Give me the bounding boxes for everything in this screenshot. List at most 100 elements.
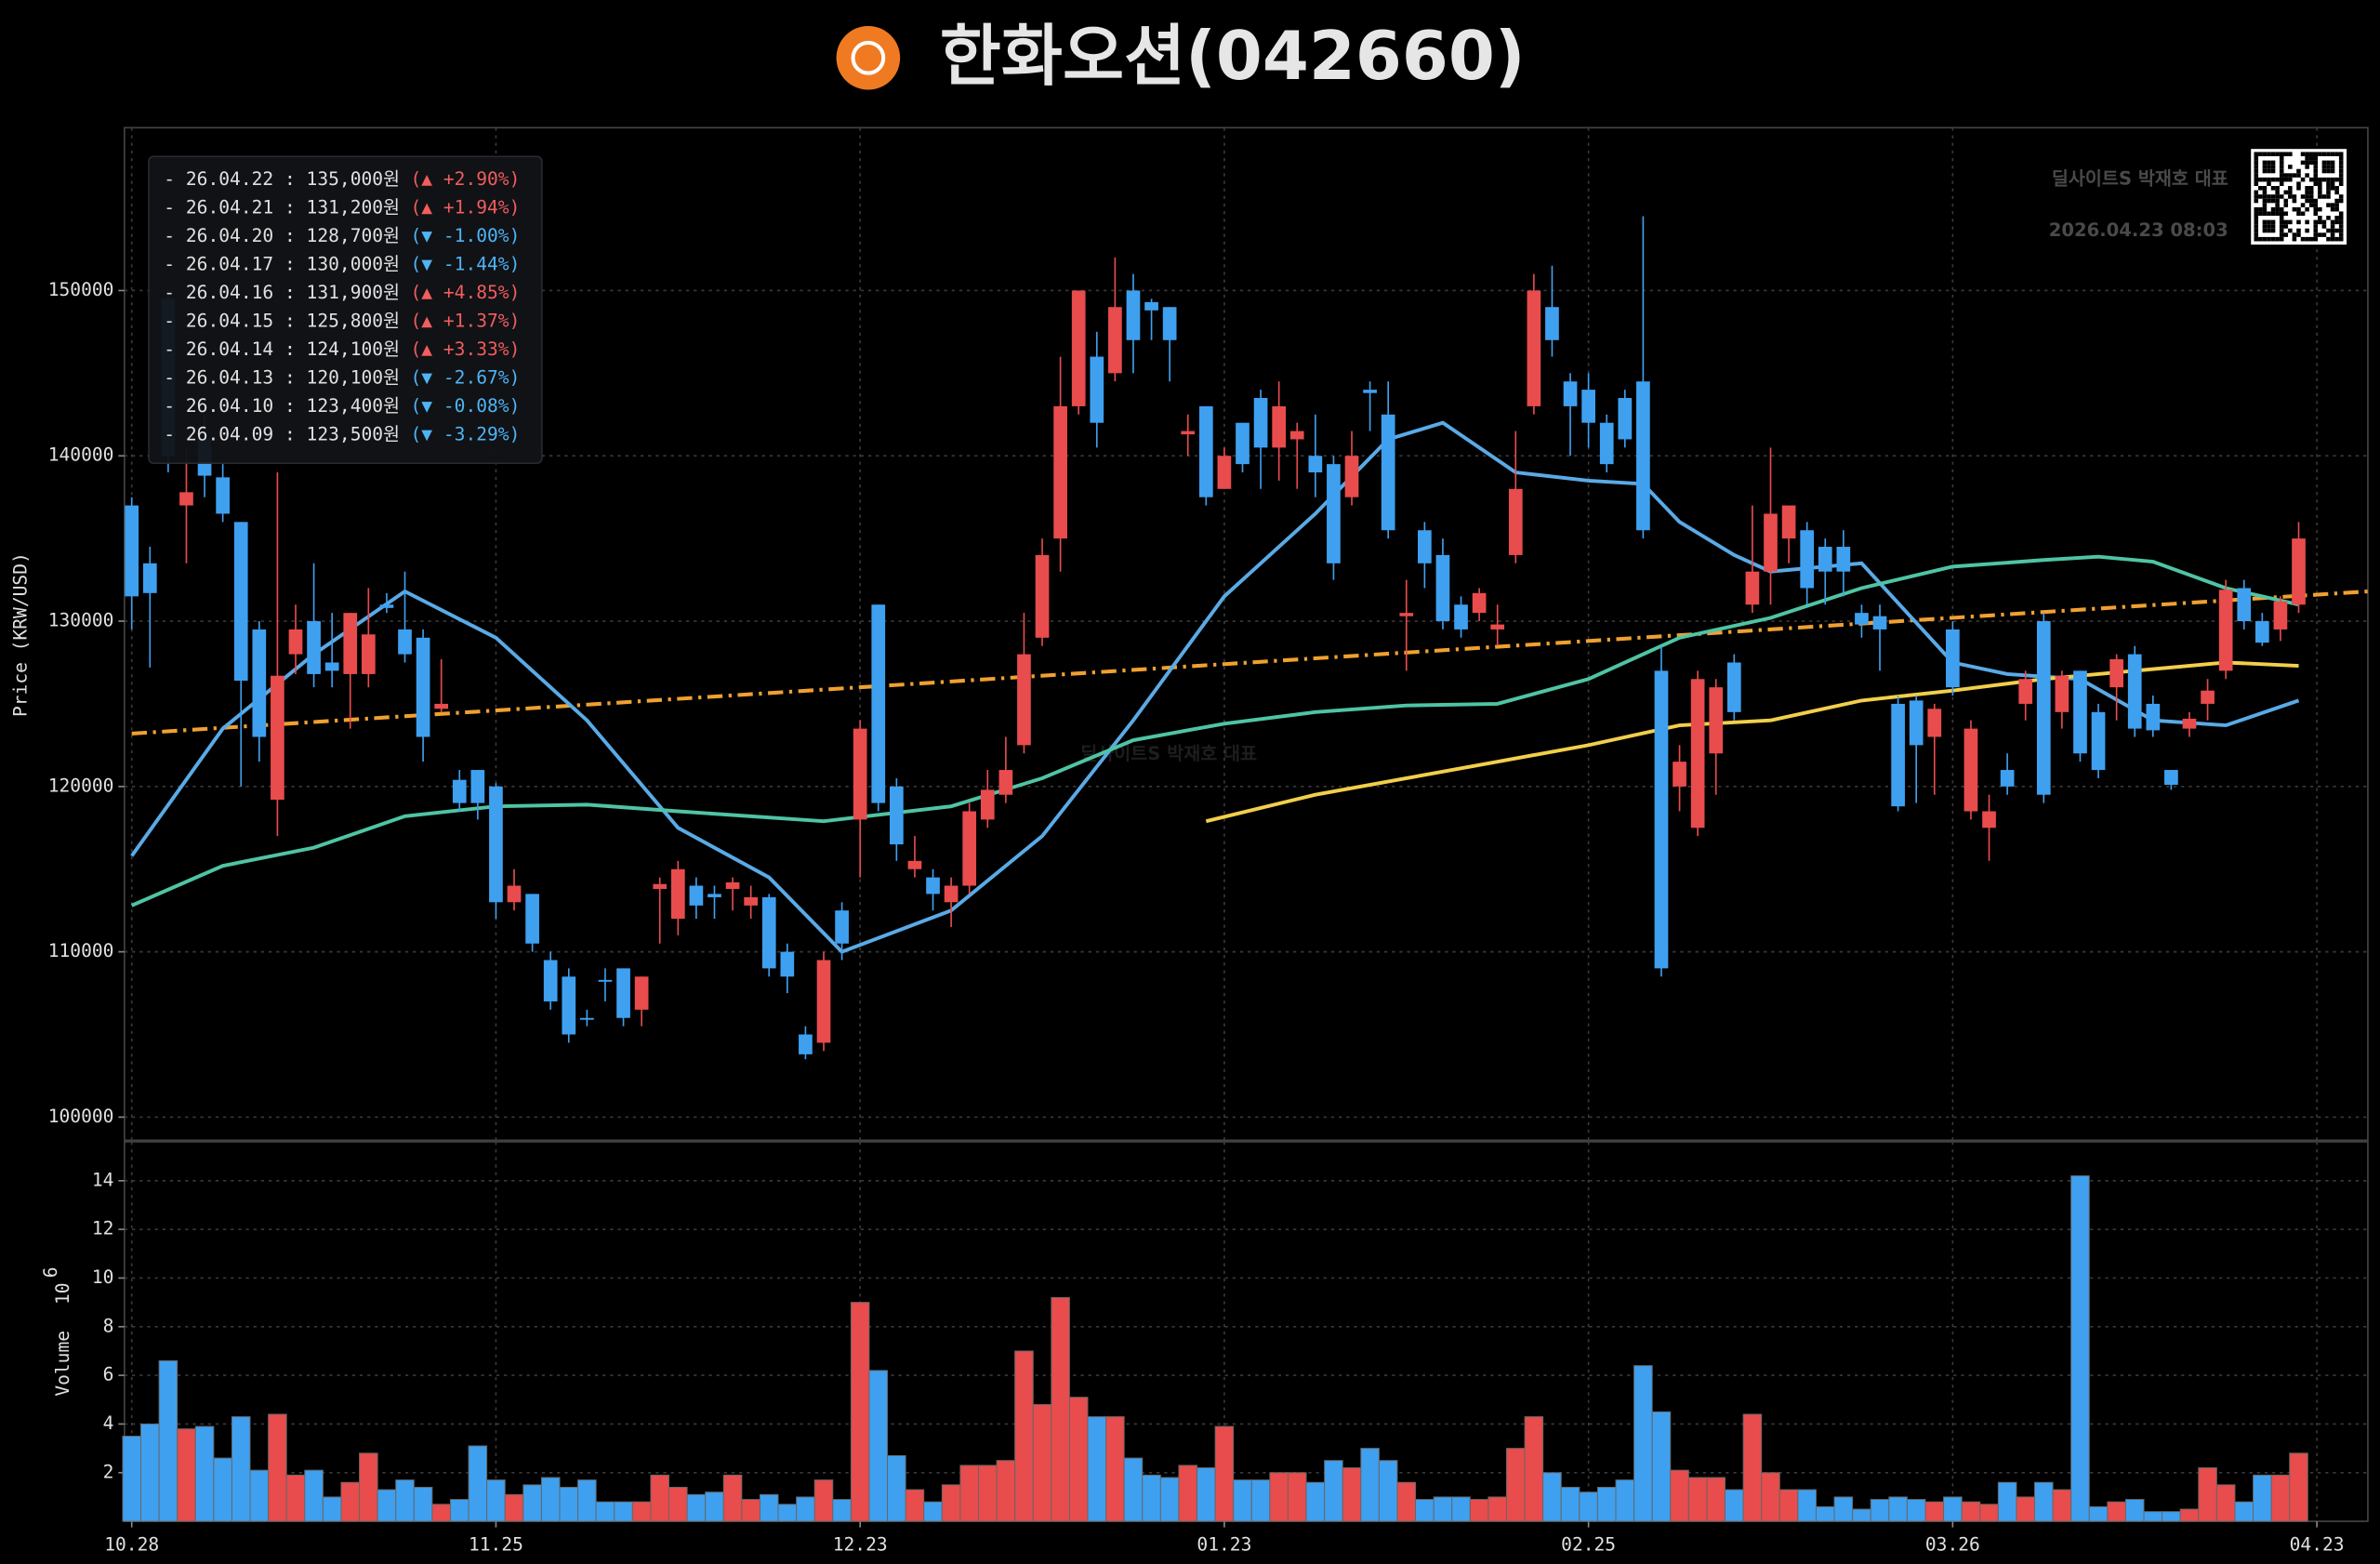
volume-bar [2143,1511,2163,1522]
volume-bar [650,1474,670,1522]
volume-bar [1197,1467,1216,1522]
candle-body [343,613,358,674]
qr-cell [2279,232,2284,237]
legend-text: - 26.04.21 : 131,200원 [164,196,400,218]
candle-body [1017,654,1031,746]
qr-cell [2279,181,2284,187]
qr-cell [2313,156,2319,161]
candle-body [1308,456,1323,473]
candle-body [1162,307,1177,340]
volume-bar [850,1302,870,1522]
qr-cell [2258,177,2263,182]
volume-bar [813,1479,834,1522]
legend-change: (▲ +1.94%) [411,196,521,218]
qr-cell [2283,190,2289,195]
volume-bar [868,1370,889,1522]
volume-bar [1888,1496,1908,1522]
qr-cell [2267,194,2271,199]
volume-bar [668,1486,688,1522]
qr-cell [2334,186,2339,191]
candle-body [1818,547,1832,572]
qr-cell [2338,181,2344,187]
candle-body [944,885,959,903]
qr-cell [2308,152,2314,157]
volume-bar [1797,1489,1817,1522]
qr-cell [2296,173,2301,178]
volume-bar [595,1501,615,1522]
volume-bar [1524,1416,1544,1522]
volume-bar [722,1474,743,1522]
candle-body [889,786,904,845]
candle-body [1909,700,1924,746]
volume-bar [1305,1481,1326,1522]
qr-cell [2338,228,2344,233]
volume-bar [1924,1501,1945,1522]
candle-body [1726,662,1741,712]
qr-cell [2330,203,2335,207]
volume-bar [1542,1472,1562,1522]
candle-body [2146,703,2161,731]
candle-body [871,604,886,803]
legend-text: - 26.04.17 : 130,000원 [164,253,400,274]
candle-body [252,629,267,737]
qr-cell [2300,203,2306,207]
qr-cell [2262,203,2268,207]
qr-cell [2338,216,2344,220]
candle-body [2055,675,2069,712]
volume-bar [1451,1496,1471,1522]
volume-bar [905,1489,925,1522]
qr-cell [2338,211,2344,217]
qr-cell [2296,211,2301,217]
qr-cell [2338,219,2344,225]
volume-bar [122,1436,141,1522]
x-tick-label: 03.26 [1925,1534,1980,1556]
legend-entry: - 26.04.16 : 131,900원 (▲ +4.85%) [164,281,520,302]
qr-cell [2270,152,2276,157]
qr-cell [2300,236,2306,242]
volume-bar [832,1499,852,1522]
candle-body [816,960,831,1043]
candle-body [1946,629,1960,688]
qr-cell [2300,152,2306,157]
qr-cell [2254,232,2259,237]
candle-body [962,811,977,886]
candle-body [434,703,449,709]
qr-cell [2279,224,2284,229]
volume-bar [559,1486,579,1522]
candle-body [980,789,995,820]
qr-cell [2296,168,2301,174]
qr-cell [2254,156,2259,161]
qr-cell [2326,236,2331,242]
candle-body [2109,658,2123,688]
qr-cell [2254,206,2259,212]
qr-cell [2283,173,2289,178]
volume-bar [395,1479,415,1522]
legend-change: (▼ -2.67%) [411,366,521,388]
qr-cell [2288,173,2293,178]
candle-body [1745,571,1760,605]
candle-body [2073,670,2087,754]
candle-body [125,505,139,597]
qr-cell [2270,228,2276,233]
legend-entry: - 26.04.20 : 128,700원 (▼ -1.00%) [164,224,520,245]
candle-body [2036,621,2051,795]
volume-bar [2052,1489,2072,1522]
volume-bar [777,1504,798,1522]
qr-cell [2334,216,2339,220]
qr-cell [2296,228,2301,233]
candle-body [2273,601,2288,630]
qr-cell [2262,206,2268,212]
candle-body [1563,381,1578,406]
qr-cell [2313,236,2319,242]
qr-cell [2270,177,2276,182]
qr-cell [2313,219,2319,225]
candle-body [2127,654,2142,729]
legend-change: (▲ +3.33%) [411,338,521,360]
volume-bar [577,1479,597,1522]
legend-text: - 26.04.14 : 124,100원 [164,338,400,360]
candle-body [1927,709,1942,737]
candle-body [725,881,740,890]
volume-bar [1615,1479,1635,1522]
qr-cell [2338,173,2344,178]
volume-bar [1342,1467,1362,1522]
